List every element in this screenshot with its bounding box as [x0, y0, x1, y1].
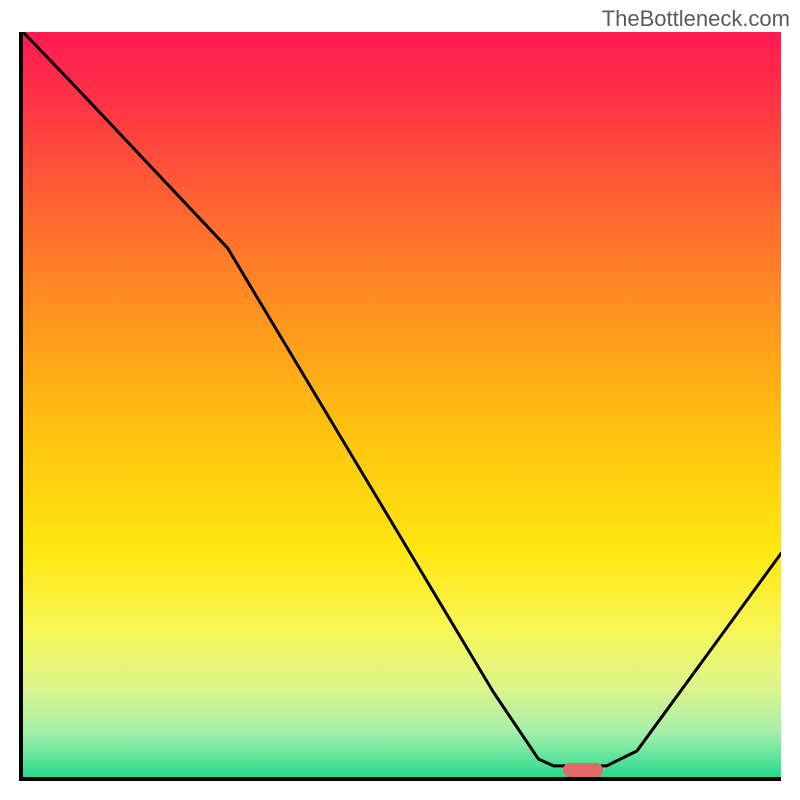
watermark: TheBottleneck.com [602, 6, 790, 32]
plot-area [19, 32, 781, 781]
chart-svg [23, 32, 781, 777]
chart-container: { "watermark": { "text": "TheBottleneck.… [0, 0, 800, 800]
optimal-marker [563, 763, 603, 777]
chart-background [23, 32, 781, 777]
